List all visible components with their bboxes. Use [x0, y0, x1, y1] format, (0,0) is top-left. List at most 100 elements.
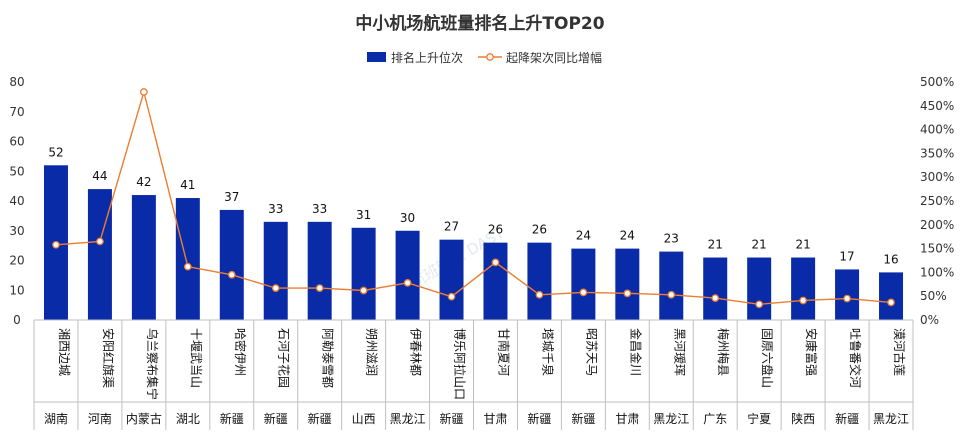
- bar: [527, 242, 552, 320]
- bar: [615, 248, 640, 320]
- right-tick-label: 350%: [920, 146, 954, 160]
- bar: [351, 227, 376, 320]
- bar: [879, 272, 904, 320]
- region-label: 甘肃: [615, 412, 639, 426]
- region-label: 陕西: [791, 411, 815, 426]
- legend-line-label: 起降架次同比增幅: [506, 50, 602, 65]
- legend-line-marker: [486, 53, 494, 61]
- bar-data-label: 42: [136, 175, 151, 189]
- region-label: 甘肃: [483, 412, 507, 426]
- bar: [747, 257, 772, 320]
- bar-data-label: 24: [620, 229, 635, 243]
- category-label: 朔州滋润: [365, 328, 380, 376]
- growth-line-point: [227, 270, 236, 279]
- bar-data-label: 44: [92, 169, 107, 183]
- right-tick-label: 400%: [920, 123, 954, 137]
- region-labels: 湖南 河南 内蒙古 湖北 新疆 新疆 新疆 山西 黑龙江 新疆 甘肃 新疆 新疆 甘肃 黑龙江 广东 宁夏 陕西新…: [44, 411, 909, 426]
- region-label: 新疆: [571, 411, 595, 426]
- bar-data-label: 33: [268, 202, 283, 216]
- growth-line-path: [55, 89, 892, 305]
- growth-line-point: [183, 262, 192, 271]
- chart-title: 中小机场航班量排名上升TOP20: [355, 13, 604, 34]
- region-label: 湖南: [44, 411, 68, 426]
- right-axis-ticks: 0% 50% 100% 150% 200% 250% 300% 350% 400% 450% 500…: [920, 75, 954, 327]
- legend-bar-swatch: [367, 52, 386, 62]
- growth-line-point: [755, 300, 764, 309]
- region-label: 新疆: [835, 411, 859, 426]
- right-tick-label: 50%: [920, 289, 947, 303]
- growth-line-point: [52, 240, 60, 249]
- left-tick-label: 50: [9, 164, 24, 178]
- category-label: 十堰武当山: [189, 328, 203, 388]
- left-tick-label: 40: [9, 194, 24, 208]
- category-label: 黑河瑷珲: [672, 328, 686, 376]
- left-tick-label: 20: [9, 254, 24, 268]
- growth-line: [52, 88, 895, 309]
- right-tick-label: 150%: [920, 242, 954, 256]
- bar-data-label: 21: [752, 238, 767, 252]
- left-tick-label: 80: [9, 75, 24, 89]
- right-tick-label: 200%: [920, 218, 954, 232]
- bar: [219, 209, 244, 320]
- growth-line-point: [359, 286, 368, 295]
- legend: 排名上升位次 起降架次同比增幅: [367, 50, 602, 65]
- region-label: 新疆: [308, 411, 332, 426]
- left-tick-label: 70: [9, 105, 24, 119]
- bar-data-label: 30: [400, 211, 415, 225]
- region-label: 黑龙江: [653, 412, 689, 426]
- left-tick-label: 30: [9, 224, 24, 238]
- right-tick-label: 500%: [920, 75, 954, 89]
- growth-line-point: [447, 292, 456, 301]
- category-label: 安阳红旗渠: [101, 328, 116, 388]
- bar: [835, 269, 860, 320]
- region-label: 黑龙江: [390, 412, 426, 426]
- bar-data-label: 52: [48, 145, 63, 159]
- bar-data-label: 21: [708, 238, 723, 252]
- growth-line-point: [403, 279, 412, 287]
- region-label: 新疆: [264, 411, 288, 426]
- region-label: 河南: [88, 411, 112, 426]
- category-grid: [33, 319, 914, 430]
- category-label: 固原六盘山: [760, 328, 775, 388]
- left-tick-label: 10: [9, 283, 24, 297]
- bar-data-label: 31: [356, 208, 371, 222]
- bar: [571, 248, 596, 320]
- bar: [395, 230, 420, 320]
- category-label: 梅州梅县: [716, 328, 731, 376]
- category-label: 阿勒泰雪都: [321, 328, 335, 388]
- region-label: 新疆: [440, 411, 464, 426]
- category-label: 金昌金川: [628, 328, 643, 376]
- growth-line-point: [271, 284, 280, 292]
- bar-data-label: 26: [488, 223, 503, 237]
- bar-data-label: 21: [795, 238, 810, 252]
- region-label: 内蒙古: [126, 411, 162, 426]
- growth-line-point: [535, 290, 544, 299]
- growth-line-point: [315, 284, 324, 292]
- bar: [131, 195, 156, 320]
- category-label: 甘南夏河: [496, 328, 511, 376]
- category-label: 塔城千泉: [540, 328, 554, 376]
- bar: [439, 239, 464, 320]
- region-label: 新疆: [220, 411, 244, 426]
- right-tick-label: 100%: [920, 265, 954, 279]
- growth-line-point: [711, 294, 720, 302]
- category-label: 漠河古莲: [892, 328, 907, 376]
- category-label: 哈密伊州: [233, 328, 248, 376]
- category-label: 湘西边城: [57, 328, 72, 376]
- category-label: 博乐阿拉山口: [453, 328, 468, 400]
- bar: [483, 242, 508, 320]
- bar-data-label: 41: [180, 178, 195, 192]
- category-label: 伊春林都: [409, 328, 423, 376]
- bar: [703, 257, 728, 320]
- bar-data-labels: 52 44 42 41 37 33 33 31 30 27 26 26 24 24 23 21 21 21 17 16: [48, 145, 898, 266]
- region-label: 山西: [352, 412, 376, 426]
- bars: [43, 165, 904, 320]
- bar: [307, 221, 332, 320]
- right-tick-label: 300%: [920, 170, 954, 184]
- region-label: 湖北: [176, 411, 200, 426]
- right-tick-label: 450%: [920, 99, 954, 113]
- left-tick-label: 0: [13, 313, 21, 327]
- growth-line-point: [887, 298, 895, 307]
- growth-line-point: [799, 296, 807, 305]
